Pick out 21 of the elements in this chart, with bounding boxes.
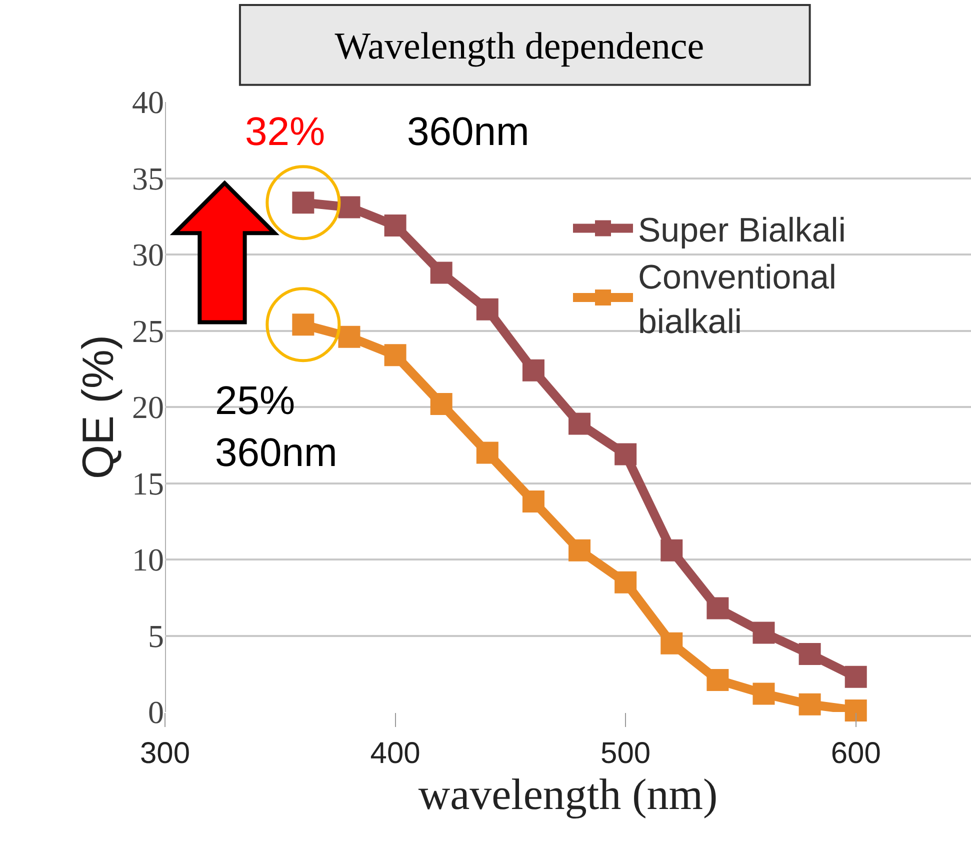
annotation: 360nm (407, 110, 530, 154)
y-tick-label: 15 (132, 465, 164, 502)
y-tick-label: 40 (132, 84, 164, 120)
x-axis-title: wavelength (nm) (418, 770, 718, 819)
y-axis-title: QE (%) (74, 334, 124, 480)
chart-title: Wavelength dependence (334, 25, 704, 68)
y-tick-label: 10 (132, 542, 164, 578)
y-tick-label: 25 (132, 312, 164, 349)
x-tick-label: 300 (140, 737, 190, 770)
y-tick-label: 0 (148, 694, 164, 730)
x-tick-label: 600 (830, 737, 881, 770)
y-tick-label: 20 (132, 389, 164, 426)
y-tick-label: 5 (148, 618, 164, 654)
annotation: 25% 360nm (215, 379, 338, 475)
x-tick-label: 400 (370, 737, 420, 770)
legend-label: Conventional bialkali (638, 258, 836, 341)
x-tick-label: 500 (600, 737, 651, 770)
y-tick-label: 30 (132, 236, 164, 273)
y-tick-label: 35 (132, 160, 164, 196)
annotation: 32% (245, 110, 326, 154)
legend-label: Super Bialkali (638, 211, 846, 250)
